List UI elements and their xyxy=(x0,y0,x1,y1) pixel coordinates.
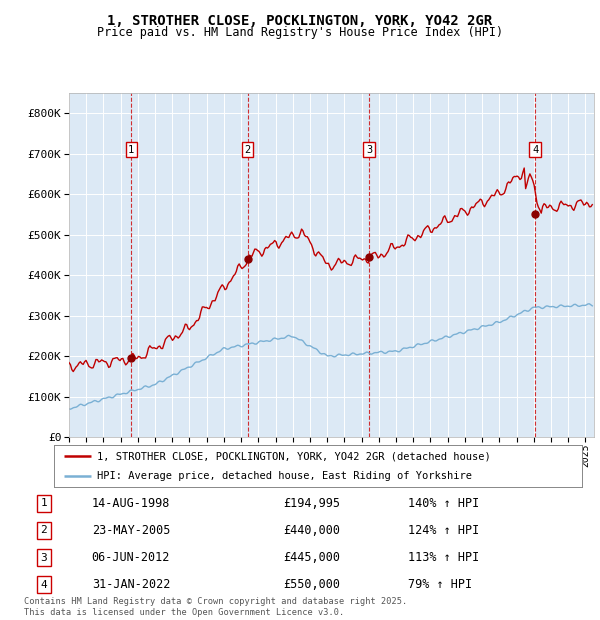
Text: £440,000: £440,000 xyxy=(283,524,340,537)
Text: 2: 2 xyxy=(40,526,47,536)
Text: 3: 3 xyxy=(366,144,372,154)
Text: £550,000: £550,000 xyxy=(283,578,340,591)
Text: 4: 4 xyxy=(532,144,538,154)
Text: 140% ↑ HPI: 140% ↑ HPI xyxy=(407,497,479,510)
Text: 1, STROTHER CLOSE, POCKLINGTON, YORK, YO42 2GR: 1, STROTHER CLOSE, POCKLINGTON, YORK, YO… xyxy=(107,14,493,28)
Text: £194,995: £194,995 xyxy=(283,497,340,510)
Text: HPI: Average price, detached house, East Riding of Yorkshire: HPI: Average price, detached house, East… xyxy=(97,471,472,481)
Text: 1, STROTHER CLOSE, POCKLINGTON, YORK, YO42 2GR (detached house): 1, STROTHER CLOSE, POCKLINGTON, YORK, YO… xyxy=(97,451,491,461)
Text: 3: 3 xyxy=(40,552,47,562)
Text: 4: 4 xyxy=(40,580,47,590)
Text: 1: 1 xyxy=(40,498,47,508)
Text: 1: 1 xyxy=(128,144,134,154)
Text: 79% ↑ HPI: 79% ↑ HPI xyxy=(407,578,472,591)
Text: 14-AUG-1998: 14-AUG-1998 xyxy=(92,497,170,510)
Text: 2: 2 xyxy=(245,144,251,154)
Text: £445,000: £445,000 xyxy=(283,551,340,564)
Text: 113% ↑ HPI: 113% ↑ HPI xyxy=(407,551,479,564)
Text: 124% ↑ HPI: 124% ↑ HPI xyxy=(407,524,479,537)
Text: 23-MAY-2005: 23-MAY-2005 xyxy=(92,524,170,537)
Text: 06-JUN-2012: 06-JUN-2012 xyxy=(92,551,170,564)
Text: Price paid vs. HM Land Registry's House Price Index (HPI): Price paid vs. HM Land Registry's House … xyxy=(97,26,503,39)
Text: Contains HM Land Registry data © Crown copyright and database right 2025.
This d: Contains HM Land Registry data © Crown c… xyxy=(24,598,407,617)
Text: 31-JAN-2022: 31-JAN-2022 xyxy=(92,578,170,591)
